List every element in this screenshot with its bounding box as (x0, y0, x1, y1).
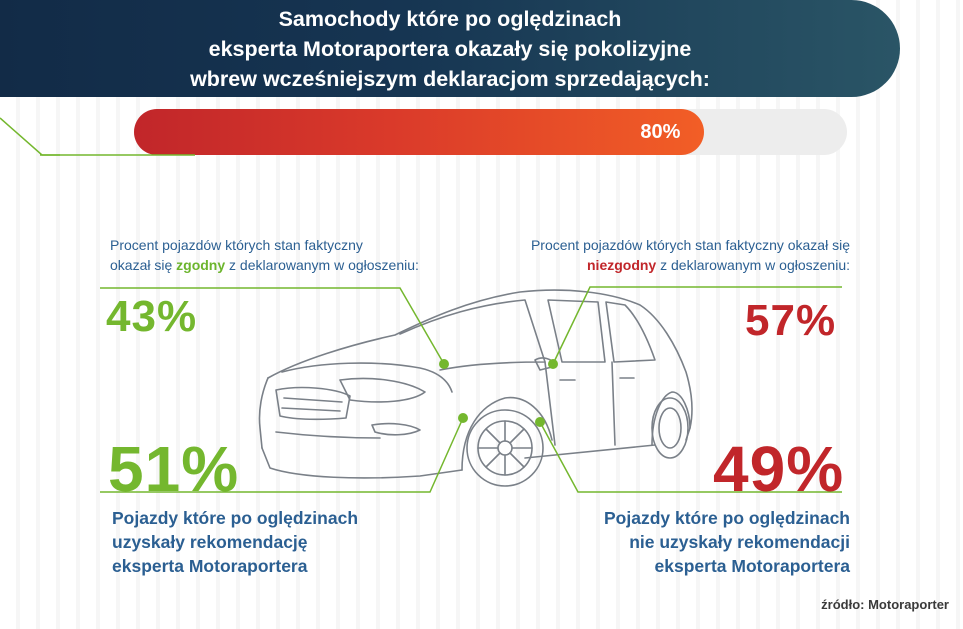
stat-brak-rekomendacji-value: 49% (713, 433, 845, 505)
caption-zgodny-line2: okazał się zgodny z deklarowanym w ogłos… (110, 255, 440, 275)
progress-bar-fill: 80% (134, 109, 705, 155)
progress-bar-label: 80% (640, 121, 681, 143)
callout-lines (100, 286, 842, 493)
desc-rekomendacja: Pojazdy które po oględzinach uzyskały re… (112, 506, 432, 578)
progress-bar-track: 80% (134, 109, 847, 155)
source-note: źródło: Motoraporter (821, 597, 949, 612)
desc-brak-rekomendacji-line1: Pojazdy które po oględzinach (603, 508, 850, 528)
desc-rekomendacja-line3: eksperta Motoraportera (112, 556, 308, 576)
title-line-3: wbrew wcześniejszym deklaracjom sprzedaj… (190, 67, 710, 91)
caption-zgodny-line1: Procent pojazdów których stan faktyczny (110, 237, 363, 253)
title-banner: Samochody które po oględzinach eksperta … (0, 0, 900, 97)
caption-niezgodny-line1: Procent pojazdów których stan faktyczny … (530, 237, 850, 253)
caption-zgodny-mid: okazał się (110, 257, 177, 273)
caption-niezgodny-post: z deklarowanym w ogłoszeniu: (656, 257, 850, 273)
stat-niezgodny-value: 57% (745, 296, 837, 345)
caption-zgodny: Procent pojazdów których stan faktyczny … (110, 235, 440, 275)
stat-zgodny-value: 43% (106, 292, 198, 341)
title-line-2: eksperta Motoraportera okazały się pokol… (208, 37, 692, 61)
caption-niezgodny-highlight: niezgodny (587, 257, 657, 273)
title-line-1: Samochody które po oględzinach (278, 7, 622, 31)
caption-zgodny-post: z deklarowanym w ogłoszeniu: (225, 257, 419, 273)
desc-brak-rekomendacji-line3: eksperta Motoraportera (654, 556, 850, 576)
caption-niezgodny: Procent pojazdów których stan faktyczny … (480, 235, 850, 275)
caption-niezgodny-line2: niezgodny z deklarowanym w ogłoszeniu: (480, 255, 850, 275)
desc-brak-rekomendacji-line2: nie uzyskały rekomendacji (629, 532, 850, 552)
desc-rekomendacja-line1: Pojazdy które po oględzinach (112, 508, 359, 528)
stat-rekomendacja-value: 51% (108, 433, 240, 505)
desc-brak-rekomendacji: Pojazdy które po oględzinach nie uzyskał… (520, 506, 850, 578)
caption-zgodny-highlight: zgodny (176, 257, 226, 273)
callout-dots (439, 359, 558, 427)
desc-rekomendacja-line2: uzyskały rekomendację (112, 532, 308, 552)
car-outline (258, 289, 693, 487)
